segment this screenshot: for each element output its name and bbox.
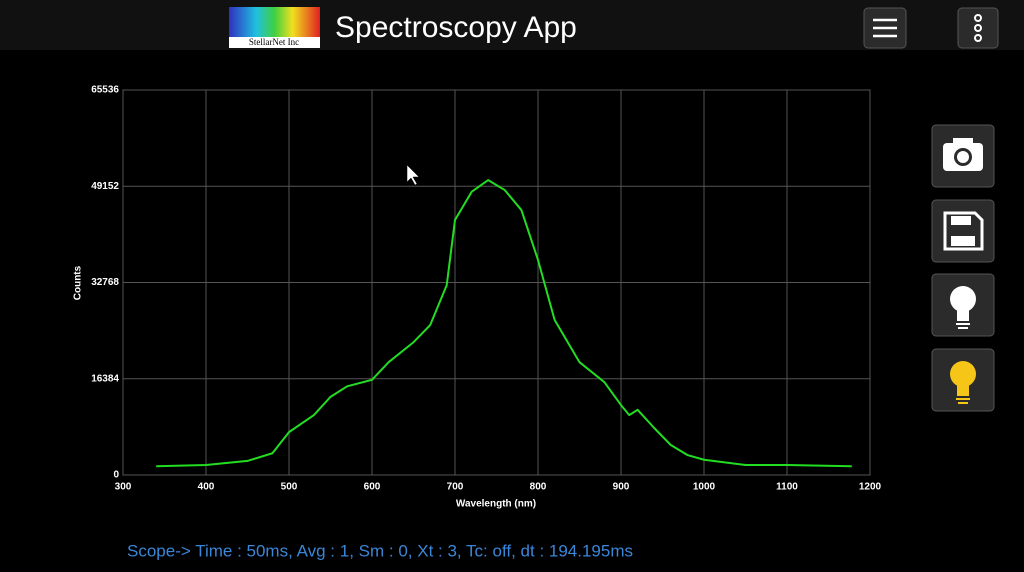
x-tick-label: 1100	[776, 482, 798, 493]
x-tick-label: 800	[530, 482, 547, 493]
x-tick-label: 400	[198, 482, 215, 493]
x-axis-label: Wavelength (nm)	[456, 499, 536, 510]
y-tick-label: 49152	[91, 181, 119, 192]
lamp-on-button[interactable]	[931, 348, 995, 412]
save-button[interactable]	[931, 199, 995, 263]
lamp-off-button[interactable]	[931, 273, 995, 337]
x-tick-label: 900	[613, 482, 630, 493]
app-bar	[0, 0, 1024, 50]
x-tick-label: 700	[447, 482, 464, 493]
y-axis-label: Counts	[73, 265, 84, 300]
logo-text: StellarNet Inc	[249, 37, 299, 47]
y-tick-label: 16384	[91, 373, 119, 384]
x-tick-label: 300	[115, 482, 132, 493]
y-tick-label: 0	[113, 470, 119, 481]
more-button[interactable]	[957, 7, 999, 49]
y-tick-label: 65536	[91, 85, 119, 96]
logo: StellarNet Inc	[229, 7, 320, 48]
x-tick-label: 500	[281, 482, 298, 493]
cursor	[406, 164, 420, 186]
x-tick-label: 1000	[693, 482, 716, 493]
status-text: Scope-> Time : 50ms, Avg : 1, Sm : 0, Xt…	[127, 541, 633, 560]
y-tick-label: 32768	[91, 277, 119, 288]
camera-button[interactable]	[931, 124, 995, 188]
app-title: Spectroscopy App	[335, 11, 577, 44]
x-tick-label: 600	[364, 482, 381, 493]
spectrum-line	[156, 179, 852, 468]
x-tick-label: 1200	[859, 482, 882, 493]
menu-button[interactable]	[863, 7, 907, 49]
